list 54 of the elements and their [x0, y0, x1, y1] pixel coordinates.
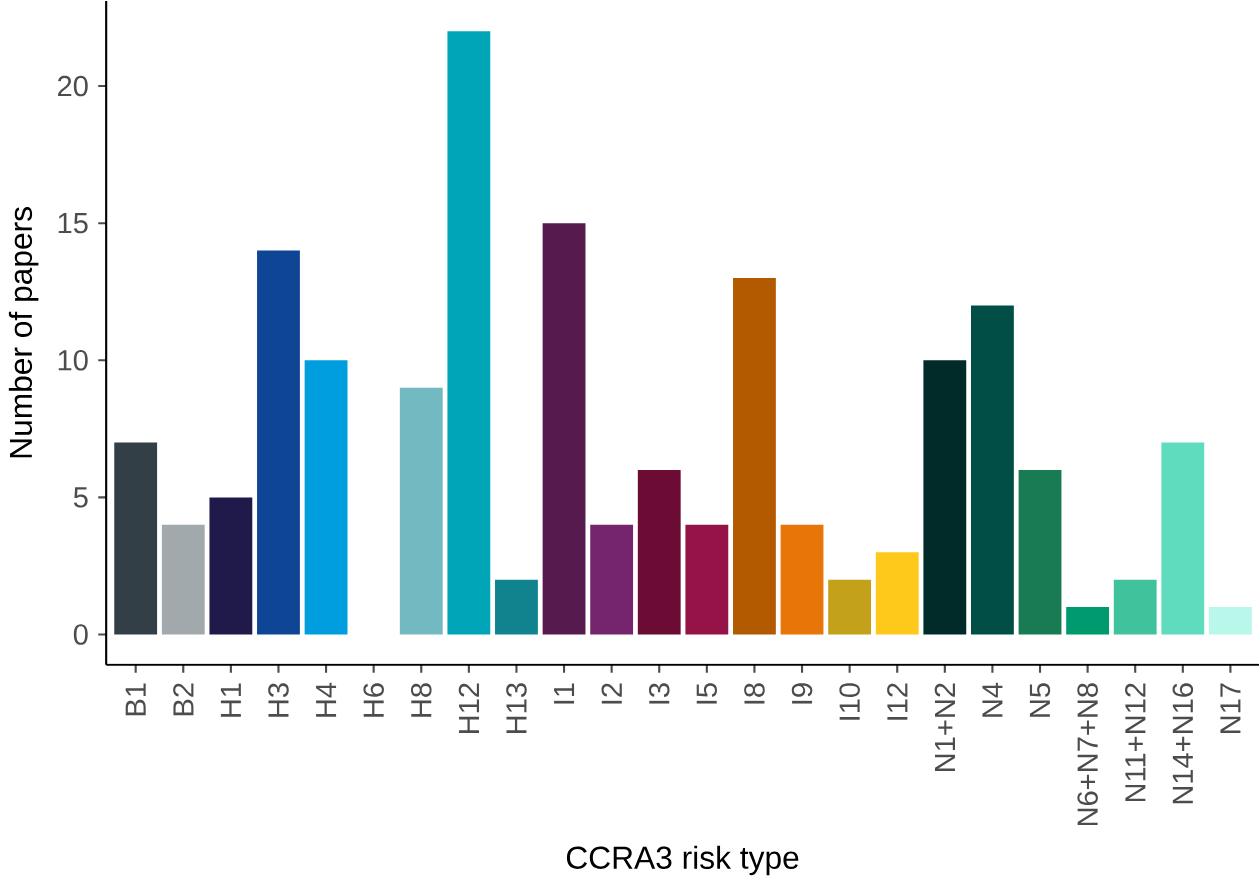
x-tick-label: I8 — [744, 683, 765, 704]
y-tick-label: 20 — [57, 75, 88, 97]
bar — [161, 524, 205, 635]
x-tick-label: N11+N12 — [1125, 683, 1146, 802]
bar — [1161, 442, 1205, 635]
x-axis-title: CCRA3 risk type — [566, 845, 799, 876]
x-tick-label: N17 — [1220, 683, 1241, 733]
x-tick-label: I5 — [696, 683, 717, 704]
bar — [685, 524, 729, 635]
y-tick-label: 0 — [73, 624, 88, 645]
y-tick-label: 15 — [58, 213, 88, 234]
bar — [971, 305, 1014, 635]
x-tick-label: I1 — [554, 683, 575, 704]
x-tick-label: I10 — [839, 683, 860, 720]
x-tick-label: N5 — [1029, 683, 1051, 717]
bar — [923, 360, 967, 635]
x-tick-label: I3 — [648, 683, 670, 704]
x-tick-label: H1 — [220, 683, 241, 717]
bar — [257, 250, 300, 635]
bar — [542, 223, 586, 635]
x-tick-label: H8 — [410, 683, 432, 717]
bar — [828, 579, 872, 635]
bar — [1066, 607, 1110, 635]
x-tick-label: H4 — [316, 682, 337, 717]
bar — [1018, 470, 1062, 635]
bar — [1113, 579, 1157, 635]
y-tick-label: 10 — [58, 350, 88, 371]
x-tick-label: I9 — [791, 683, 813, 704]
bar — [114, 442, 158, 635]
bar — [209, 497, 253, 635]
x-tick-label: N4 — [982, 682, 1003, 717]
bar — [495, 579, 538, 635]
y-tick-label: 5 — [73, 487, 88, 508]
x-tick-label: N6+N7+N8 — [1077, 683, 1098, 826]
bar — [590, 524, 634, 635]
bar — [1208, 607, 1252, 635]
bar — [780, 524, 824, 635]
bar — [733, 278, 776, 635]
x-tick-label: H3 — [268, 683, 289, 717]
bar — [637, 470, 681, 635]
x-tick-label: N1+N2 — [934, 683, 955, 771]
bar — [875, 552, 919, 635]
x-tick-label: H6 — [363, 683, 384, 717]
x-tick-label: I12 — [887, 683, 908, 720]
y-axis-title: Number of papers — [8, 207, 39, 458]
x-tick-label: H13 — [506, 683, 527, 733]
x-tick-label: H12 — [458, 683, 480, 733]
bar — [399, 387, 443, 635]
x-tick-label: N14+N16 — [1172, 683, 1194, 804]
x-tick-label: B2 — [173, 683, 194, 716]
x-tick-label: I2 — [601, 683, 622, 704]
bar — [447, 31, 491, 635]
x-tick-label: B1 — [125, 683, 146, 716]
bar — [304, 360, 348, 635]
